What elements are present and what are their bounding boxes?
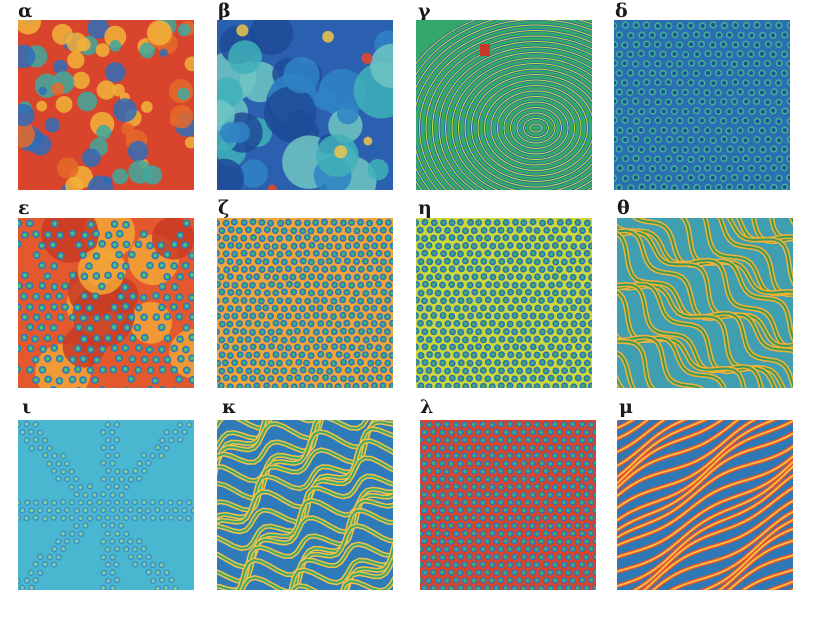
panel-label-zeta: ζ <box>218 197 230 219</box>
panel-label-iota: ι <box>22 396 32 418</box>
panel-label-alpha: α <box>18 0 33 22</box>
panel-label-delta: δ <box>615 0 628 22</box>
pattern-panel-epsilon <box>18 218 194 388</box>
pattern-panel-lambda <box>420 420 596 590</box>
panel-label-eta: η <box>418 197 432 219</box>
pattern-panel-alpha <box>18 20 194 190</box>
pattern-panel-eta <box>416 218 592 388</box>
panel-label-gamma: γ <box>418 0 431 22</box>
pattern-panel-theta <box>617 218 793 388</box>
pattern-panel-delta <box>614 20 790 190</box>
pattern-panel-kappa <box>217 420 393 590</box>
panel-label-lambda: λ <box>420 396 434 418</box>
pattern-panel-beta <box>217 20 393 190</box>
panel-label-theta: θ <box>617 197 630 219</box>
pattern-panel-iota <box>18 420 194 590</box>
panel-label-kappa: κ <box>222 396 237 418</box>
pattern-panel-mu <box>617 420 793 590</box>
pattern-panel-zeta <box>217 218 393 388</box>
pattern-panel-gamma <box>416 20 592 190</box>
panel-label-mu: μ <box>619 396 633 418</box>
panel-label-beta: β <box>218 0 231 22</box>
panel-label-epsilon: ε <box>18 197 30 219</box>
